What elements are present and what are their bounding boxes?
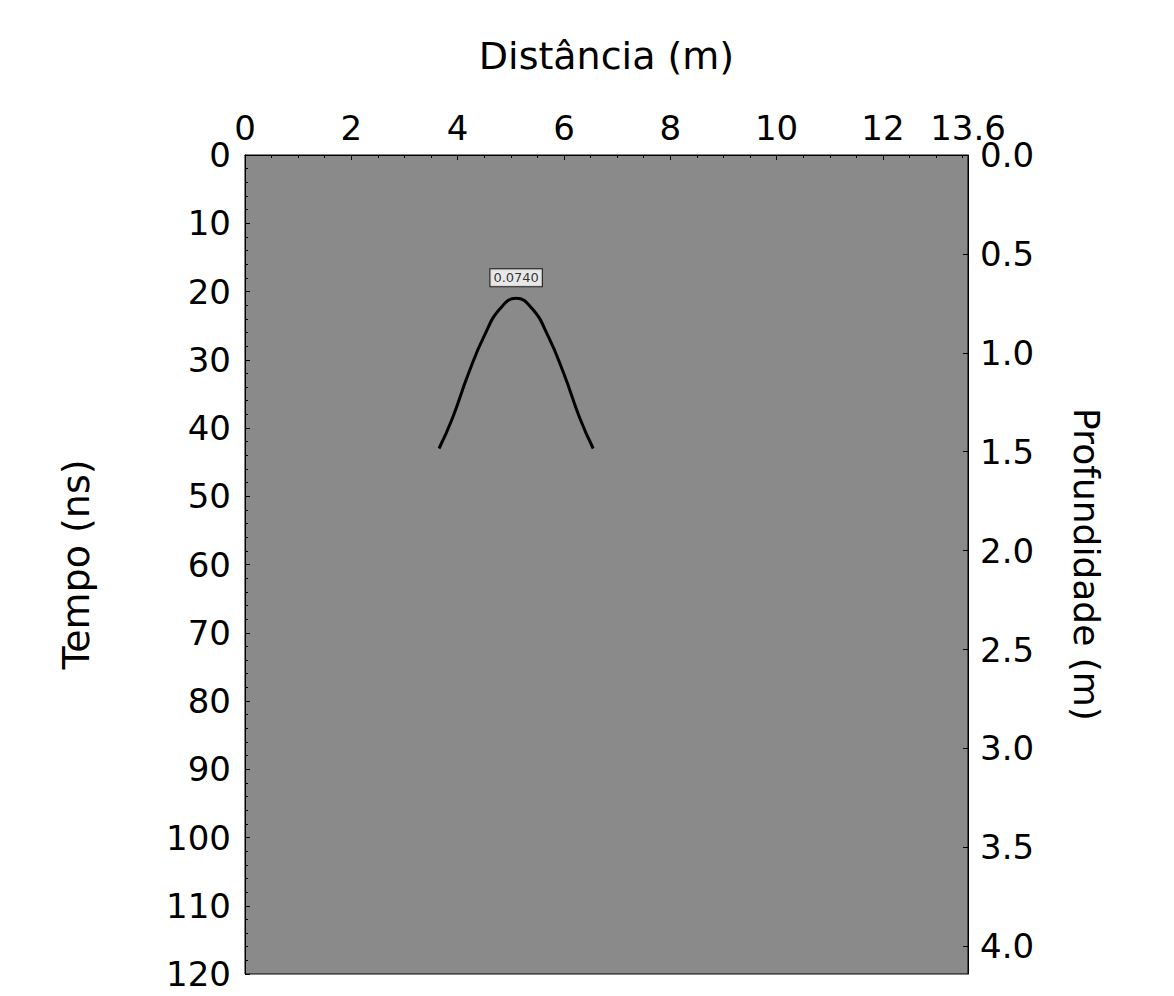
svg-text:10: 10 [755,108,798,148]
svg-text:Profundidade (m): Profundidade (m) [1066,408,1107,721]
svg-text:110: 110 [166,886,231,926]
svg-text:Tempo (ns): Tempo (ns) [54,459,98,670]
svg-text:70: 70 [188,613,231,653]
svg-text:10: 10 [188,203,231,243]
svg-text:60: 60 [188,545,231,585]
svg-text:1.5: 1.5 [980,432,1034,472]
svg-text:50: 50 [188,476,231,516]
svg-text:4: 4 [447,108,469,148]
svg-text:40: 40 [188,408,231,448]
svg-text:0.5: 0.5 [980,234,1034,274]
svg-text:4.0: 4.0 [980,926,1034,966]
svg-text:0: 0 [209,135,231,175]
svg-text:0.0740: 0.0740 [493,270,539,285]
svg-text:0: 0 [234,108,256,148]
svg-text:12: 12 [861,108,904,148]
svg-text:80: 80 [188,681,231,721]
svg-text:2: 2 [341,108,363,148]
svg-text:6: 6 [553,108,575,148]
svg-text:2.0: 2.0 [980,531,1034,571]
svg-text:90: 90 [188,749,231,789]
svg-text:3.5: 3.5 [980,827,1034,867]
svg-text:1.0: 1.0 [980,333,1034,373]
svg-text:30: 30 [188,340,231,380]
svg-text:20: 20 [188,272,231,312]
svg-text:100: 100 [166,818,231,858]
svg-text:8: 8 [659,108,681,148]
svg-text:Distância (m): Distância (m) [479,34,734,78]
svg-text:13.6: 13.6 [930,108,1006,148]
svg-text:2.5: 2.5 [980,630,1034,670]
svg-text:120: 120 [166,954,231,994]
svg-text:0.0: 0.0 [980,135,1035,175]
svg-text:3.0: 3.0 [980,728,1034,768]
